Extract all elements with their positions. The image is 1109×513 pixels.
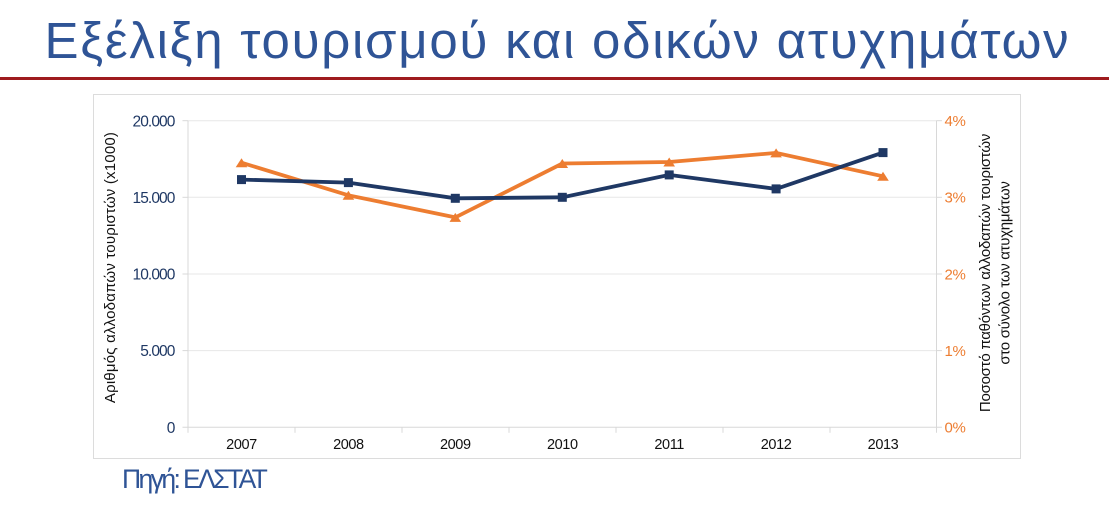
svg-text:4%: 4% [945,113,966,130]
svg-text:Αριθμός αλλοδαπών τουριστών (x: Αριθμός αλλοδαπών τουριστών (x1000) [102,132,119,403]
svg-text:20.000: 20.000 [132,113,175,130]
svg-text:Ποσοστό παθόντων αλλοδαπών του: Ποσοστό παθόντων αλλοδαπών τουριστών [977,134,994,412]
svg-text:2010: 2010 [547,437,578,453]
svg-text:0: 0 [167,420,176,437]
svg-text:0%: 0% [945,419,966,436]
svg-text:2013: 2013 [868,437,899,453]
svg-text:2%: 2% [945,266,966,283]
svg-text:5.000: 5.000 [140,343,176,360]
svg-text:1%: 1% [945,343,966,360]
svg-text:2009: 2009 [440,437,471,453]
svg-text:στο σύνολο των ατυχημάτων: στο σύνολο των ατυχημάτων [997,181,1014,364]
svg-text:3%: 3% [945,190,966,207]
svg-text:15.000: 15.000 [132,190,175,207]
svg-text:2008: 2008 [333,437,364,453]
svg-text:2012: 2012 [761,437,792,453]
svg-text:2007: 2007 [226,437,257,453]
svg-text:10.000: 10.000 [132,267,175,284]
svg-text:2011: 2011 [654,437,684,453]
